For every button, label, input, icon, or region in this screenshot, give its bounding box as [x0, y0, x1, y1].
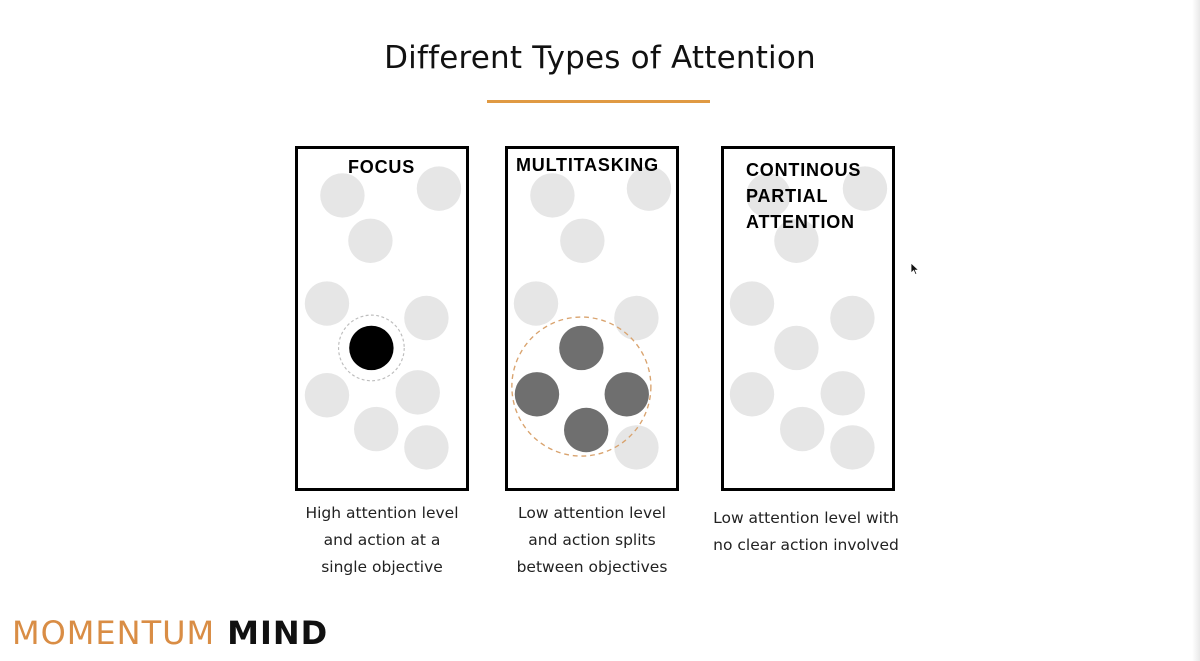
panel-title-line: CONTINOUS: [746, 160, 862, 180]
caption-line: between objectives: [516, 558, 668, 576]
inactive-circle: [395, 370, 440, 415]
inactive-circle: [416, 166, 462, 211]
inactive-circle: [354, 406, 399, 452]
caption-line: Low attention level: [518, 504, 666, 522]
multitasking-active-circle: [559, 325, 604, 371]
mouse-pointer-icon: [910, 262, 920, 276]
multitasking-active-circle: [514, 372, 560, 417]
inactive-circle: [348, 218, 393, 263]
multitasking-active-circle: [604, 372, 649, 417]
partial-attention-panel: CONTINOUS PARTIAL ATTENTION: [721, 146, 895, 491]
inactive-circle: [560, 218, 605, 263]
inactive-circle: [746, 173, 791, 218]
inactive-circle: [513, 281, 559, 326]
inactive-circle: [614, 425, 659, 470]
panel-title-line: ATTENTION: [746, 212, 855, 232]
inactive-circle: [304, 373, 350, 418]
inactive-circle: [404, 425, 449, 470]
multitasking-active-circle: [564, 407, 609, 453]
inactive-circle: [626, 166, 672, 211]
inactive-circle: [614, 295, 659, 341]
brand-logo: MOMENTUM MIND: [12, 614, 328, 652]
caption-line: Low attention level with: [713, 509, 899, 527]
inactive-circle: [820, 371, 865, 416]
multitasking-dashed-ring: [511, 316, 652, 457]
window-edge: [1192, 0, 1200, 661]
partial-attention-diagram: [729, 166, 888, 470]
caption-line: no clear action involved: [713, 536, 899, 554]
inactive-circle: [320, 173, 365, 218]
focus-caption: High attention level and action at a sin…: [282, 500, 482, 581]
inactive-circle: [842, 166, 888, 211]
multitasking-panel: MULTITASKING: [505, 146, 679, 491]
inactive-circle: [830, 295, 875, 341]
inactive-circle: [774, 325, 819, 371]
inactive-circle: [530, 173, 575, 218]
focus-dashed-ring: [337, 314, 405, 382]
slide-title: Different Types of Attention: [384, 40, 816, 76]
inactive-circle: [729, 281, 775, 326]
focus-panel-title: FOCUS: [348, 157, 415, 177]
focus-diagram: [304, 166, 462, 470]
panel-title-line: PARTIAL: [746, 186, 829, 206]
partial-attention-caption: Low attention level with no clear action…: [694, 505, 918, 559]
inactive-circle: [774, 218, 819, 263]
multitasking-panel-title: MULTITASKING: [516, 155, 659, 175]
focus-active-circle: [349, 325, 394, 371]
brand-word-momentum: MOMENTUM: [12, 614, 216, 652]
partial-attention-panel-title: CONTINOUS PARTIAL ATTENTION: [746, 157, 861, 235]
caption-line: and action splits: [528, 531, 656, 549]
multitasking-caption: Low attention level and action splits be…: [490, 500, 694, 581]
caption-line: and action at a: [323, 531, 441, 549]
focus-panel: FOCUS: [295, 146, 469, 491]
multitasking-diagram: [511, 166, 672, 470]
caption-line: High attention level: [305, 504, 459, 522]
inactive-circle: [780, 406, 825, 452]
inactive-circle: [830, 425, 875, 470]
inactive-circle: [729, 372, 775, 417]
inactive-circle: [304, 281, 350, 326]
caption-line: single objective: [321, 558, 443, 576]
brand-word-mind: MIND: [227, 614, 329, 652]
inactive-circle: [404, 295, 449, 341]
title-underline: [487, 100, 710, 103]
